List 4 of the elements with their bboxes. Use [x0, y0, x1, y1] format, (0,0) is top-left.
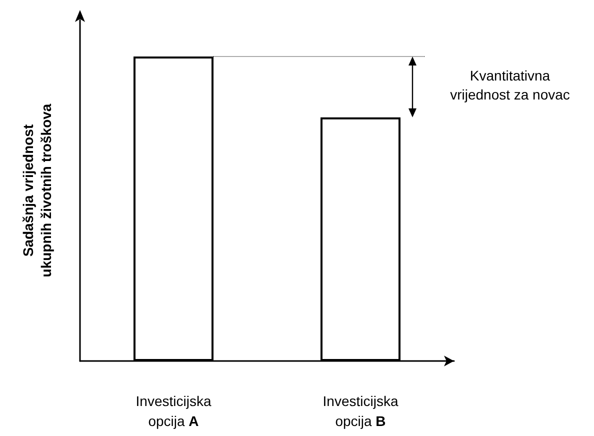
x-tick-label: Investicijska opcija A	[136, 393, 212, 429]
annotation: Kvantitativna vrijednost za novac	[450, 68, 570, 103]
x-tick-label: Investicijska opcija B	[322, 393, 398, 429]
y-axis-title: Sadašnja vrijednost ukupnih životnih troškova	[20, 104, 54, 278]
